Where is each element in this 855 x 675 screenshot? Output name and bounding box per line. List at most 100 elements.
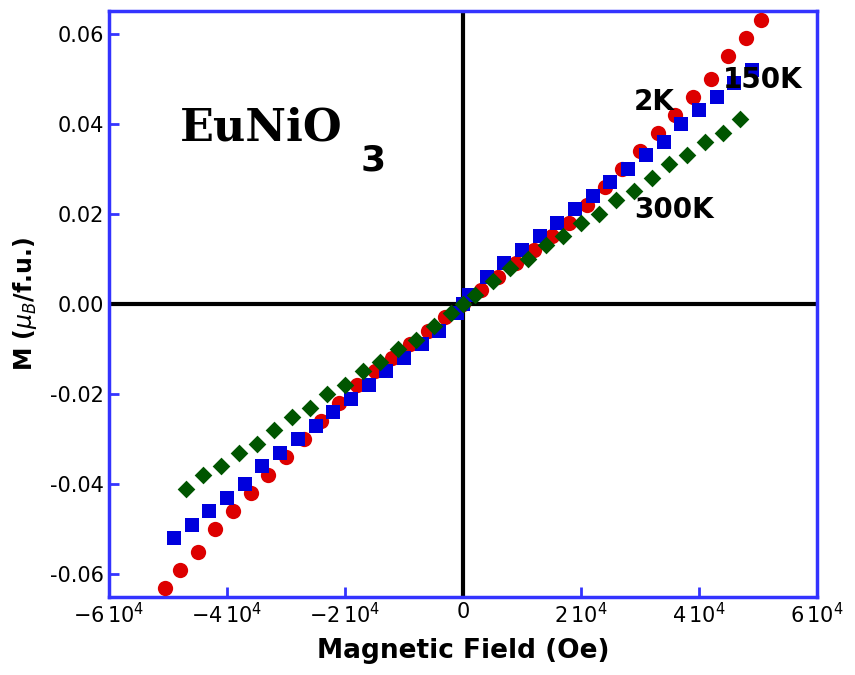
Point: [462, 290, 475, 300]
Point: [645, 172, 658, 183]
Point: [274, 447, 287, 458]
Point: [380, 366, 393, 377]
Point: [409, 335, 422, 346]
Point: [321, 389, 334, 400]
Point: [592, 209, 605, 219]
Point: [728, 78, 741, 88]
Text: 2K: 2K: [634, 88, 675, 116]
Point: [339, 379, 352, 390]
Point: [291, 433, 304, 444]
Point: [451, 308, 464, 319]
Point: [492, 271, 505, 282]
Point: [704, 74, 717, 84]
Text: 300K: 300K: [634, 196, 714, 224]
Point: [681, 150, 694, 161]
Point: [468, 290, 481, 300]
Point: [754, 15, 768, 26]
Point: [586, 190, 599, 201]
Point: [634, 145, 647, 156]
Point: [315, 416, 328, 427]
Point: [285, 411, 298, 422]
Point: [167, 533, 180, 543]
X-axis label: Magnetic Field (Oe): Magnetic Field (Oe): [316, 638, 610, 664]
Point: [173, 564, 186, 575]
Point: [303, 402, 316, 413]
Point: [297, 433, 310, 444]
Point: [244, 488, 257, 499]
Text: $\mathbf{3}$: $\mathbf{3}$: [360, 144, 385, 178]
Point: [722, 51, 735, 61]
Point: [480, 271, 493, 282]
Point: [675, 118, 688, 129]
Point: [221, 492, 234, 503]
Y-axis label: M ($\mu_B$/f.u.): M ($\mu_B$/f.u.): [11, 237, 39, 371]
Point: [527, 244, 540, 255]
Point: [215, 460, 228, 471]
Point: [710, 91, 723, 102]
Point: [716, 128, 729, 138]
Point: [551, 217, 564, 228]
Point: [386, 352, 399, 363]
Point: [504, 263, 517, 273]
Point: [158, 583, 172, 593]
Point: [333, 398, 346, 408]
Point: [516, 244, 529, 255]
Point: [669, 109, 682, 120]
Point: [545, 231, 558, 242]
Point: [197, 470, 210, 481]
Point: [734, 114, 747, 125]
Point: [256, 460, 269, 471]
Point: [427, 321, 440, 332]
Point: [510, 258, 523, 269]
Point: [344, 393, 357, 404]
Point: [238, 479, 251, 489]
Point: [191, 546, 204, 557]
Text: 150K: 150K: [722, 65, 802, 94]
Point: [628, 186, 641, 196]
Point: [563, 217, 576, 228]
Point: [280, 452, 293, 462]
Point: [604, 177, 617, 188]
Point: [539, 240, 552, 250]
Point: [445, 308, 458, 319]
Point: [179, 483, 192, 494]
Point: [457, 298, 470, 309]
Point: [740, 33, 753, 44]
Point: [657, 136, 670, 147]
Point: [362, 379, 375, 390]
Point: [209, 524, 222, 535]
Point: [232, 447, 245, 458]
Point: [693, 105, 706, 115]
Point: [580, 199, 593, 210]
Point: [474, 285, 487, 296]
Point: [368, 366, 381, 377]
Point: [457, 298, 470, 309]
Point: [698, 136, 711, 147]
Text: EuNiO: EuNiO: [180, 107, 343, 150]
Point: [486, 276, 499, 287]
Point: [415, 339, 428, 350]
Point: [575, 217, 588, 228]
Point: [262, 470, 275, 481]
Point: [663, 159, 676, 169]
Point: [616, 163, 629, 174]
Point: [457, 298, 470, 309]
Point: [639, 150, 652, 161]
Point: [433, 325, 446, 336]
Point: [746, 64, 759, 75]
Point: [651, 128, 664, 138]
Point: [250, 438, 263, 449]
Point: [569, 204, 582, 215]
Point: [610, 195, 623, 206]
Point: [350, 379, 363, 390]
Point: [268, 425, 281, 435]
Point: [557, 231, 570, 242]
Point: [498, 258, 511, 269]
Point: [439, 312, 452, 323]
Point: [687, 91, 700, 102]
Point: [226, 506, 239, 516]
Point: [185, 519, 198, 530]
Point: [203, 506, 216, 516]
Point: [598, 182, 611, 192]
Point: [521, 254, 534, 265]
